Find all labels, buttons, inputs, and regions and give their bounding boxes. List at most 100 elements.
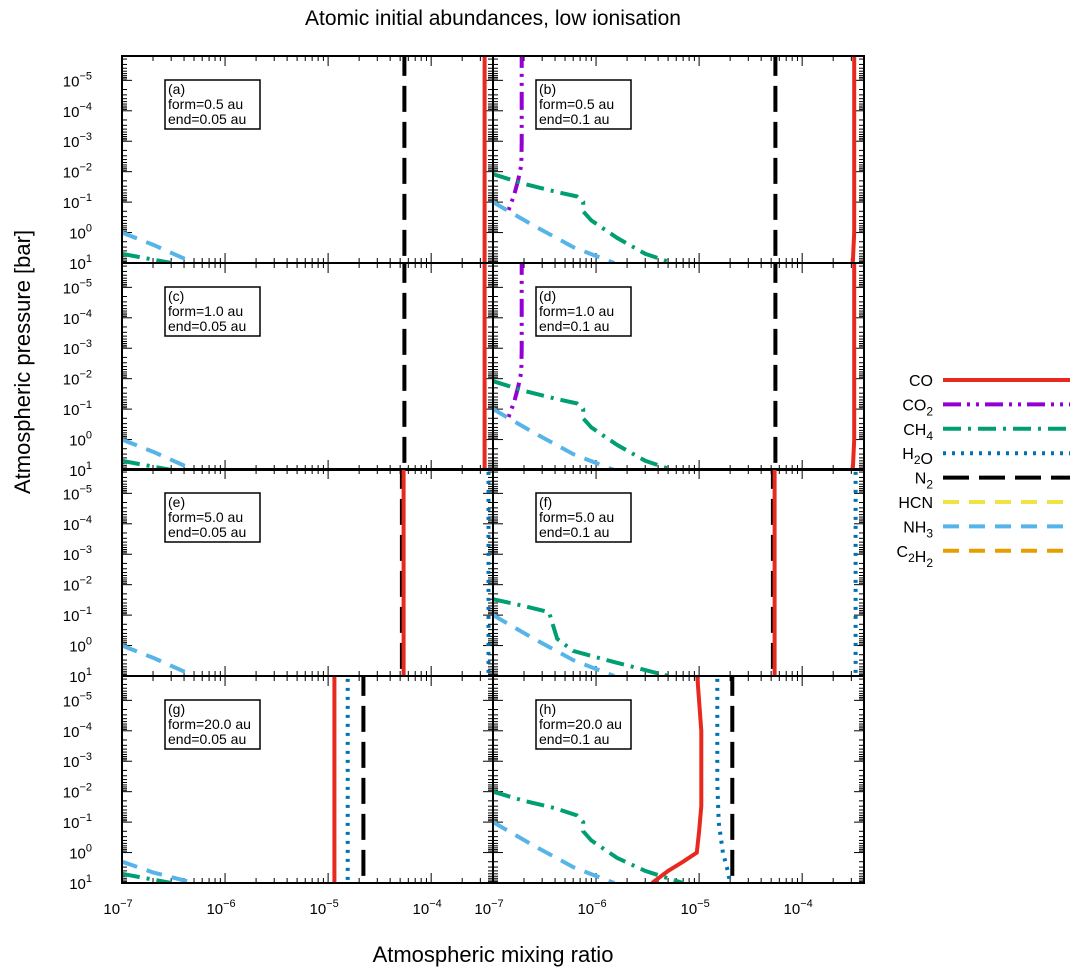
panel-g-label-line: form=20.0 au [168,716,251,732]
x-tick-label: 10−4 [413,898,442,918]
panel-h-ch4-line [493,789,684,883]
panel-b-label-line: form=0.5 au [539,96,614,112]
legend-entry-co2: CO2 [902,397,1070,418]
x-tick-label: 10−4 [784,898,813,918]
y-tick-label: 10−3 [63,131,92,151]
panel-e-label-line: (e) [168,494,185,510]
panel-g-ch4-line [122,871,172,883]
x-tick-label: 10−7 [474,898,503,918]
figure-title: Atomic initial abundances, low ionisatio… [305,7,681,30]
y-tick-label: 10−4 [63,101,92,121]
panel-b-lines [493,56,857,263]
panel-f-label-line: form=5.0 au [539,509,614,525]
panel-f-label-line: (f) [539,494,552,510]
y-tick-label: 10−2 [63,782,92,802]
panel-h-label-line: form=20.0 au [539,716,622,732]
panel-d-label-line: form=1.0 au [539,303,614,319]
panel-d-ch4-line [493,379,674,470]
legend-label: CH4 [903,422,933,443]
legend-label: NH3 [903,519,933,540]
panel-h-co-line [650,676,704,883]
legend-label: H2O [902,446,933,468]
legend-label: CO2 [902,397,933,418]
panel-h-label-line: end=0.1 au [539,731,609,747]
y-tick-label: 100 [69,636,92,656]
panel-c-label-line: end=0.05 au [168,318,246,334]
x-tick-label: 10−5 [309,898,338,918]
legend-entry-n2: N2 [915,471,1070,492]
x-tick-label: 10−6 [206,898,235,918]
y-tick-label: 10−4 [63,514,92,534]
legend-entry-c2h2: C2H2 [897,544,1070,570]
panel-f-lines [493,469,858,676]
panel-a-label-line: end=0.05 au [168,111,246,127]
panel-b-co-line [850,56,857,263]
y-tick-label: 10−5 [63,690,92,710]
x-tick-label: 10−7 [103,898,132,918]
panel-b-label-line: (b) [539,81,556,97]
y-tick-label: 100 [69,223,92,243]
legend-label: HCN [898,495,933,512]
panel-e-lines [122,469,491,676]
legend-label: N2 [915,471,934,492]
legend-label: CO [909,373,933,390]
y-tick-label: 101 [69,873,92,893]
panel-h-frame [492,675,865,884]
panel-a-label-line: form=0.5 au [168,96,243,112]
legend: CO CO2 CH4 H2O N2 HCN NH3 C2H2 [897,373,1070,570]
y-tick-label: 101 [69,253,92,273]
panel-d-label-line: (d) [539,288,556,304]
y-tick-label: 100 [69,430,92,450]
panel-e-nh3-line [122,643,195,676]
legend-entry-hcn: HCN [898,495,1070,512]
y-tick-label: 100 [69,843,92,863]
panel-a-label-line: (a) [168,81,185,97]
panel-d-co2-line [506,263,524,419]
legend-entry-ch4: CH4 [903,422,1070,443]
panel-g-nh3-line [122,859,195,883]
panel-g-label-line: end=0.05 au [168,731,246,747]
x-tick-label: 10−6 [577,898,606,918]
panel-d-co-line [850,263,857,470]
panel-b-label-line: end=0.1 au [539,111,609,127]
panel-a-nh3-line [122,230,195,263]
panel-f-label-line: end=0.1 au [539,524,609,540]
y-tick-label: 101 [69,460,92,480]
y-tick-label: 101 [69,666,92,686]
y-tick-label: 10−5 [63,483,92,503]
panel-c-label-line: form=1.0 au [168,303,243,319]
y-tick-label: 10−1 [63,812,92,832]
panel-a-lines [122,56,487,263]
y-tick-label: 10−1 [63,399,92,419]
y-tick-label: 10−2 [63,575,92,595]
panel-g-label-line: (g) [168,701,185,717]
y-tick-label: 10−2 [63,369,92,389]
panel-d-lines [493,263,857,470]
y-tick-label: 10−5 [63,70,92,90]
panel-d-label-line: end=0.1 au [539,318,609,334]
panel-f-nh3-line [493,613,615,676]
y-tick-label: 10−1 [63,605,92,625]
legend-entry-h2o: H2O [902,446,1070,468]
panel-f-ch4-line [493,597,669,676]
y-tick-label: 10−2 [63,162,92,182]
panel-b-nh3-line [493,200,615,263]
panel-b-ch4-line [493,172,674,263]
y-axis-title: Atmospheric pressure [bar] [10,230,35,494]
panel-e-label-line: end=0.05 au [168,524,246,540]
y-tick-label: 10−4 [63,308,92,328]
